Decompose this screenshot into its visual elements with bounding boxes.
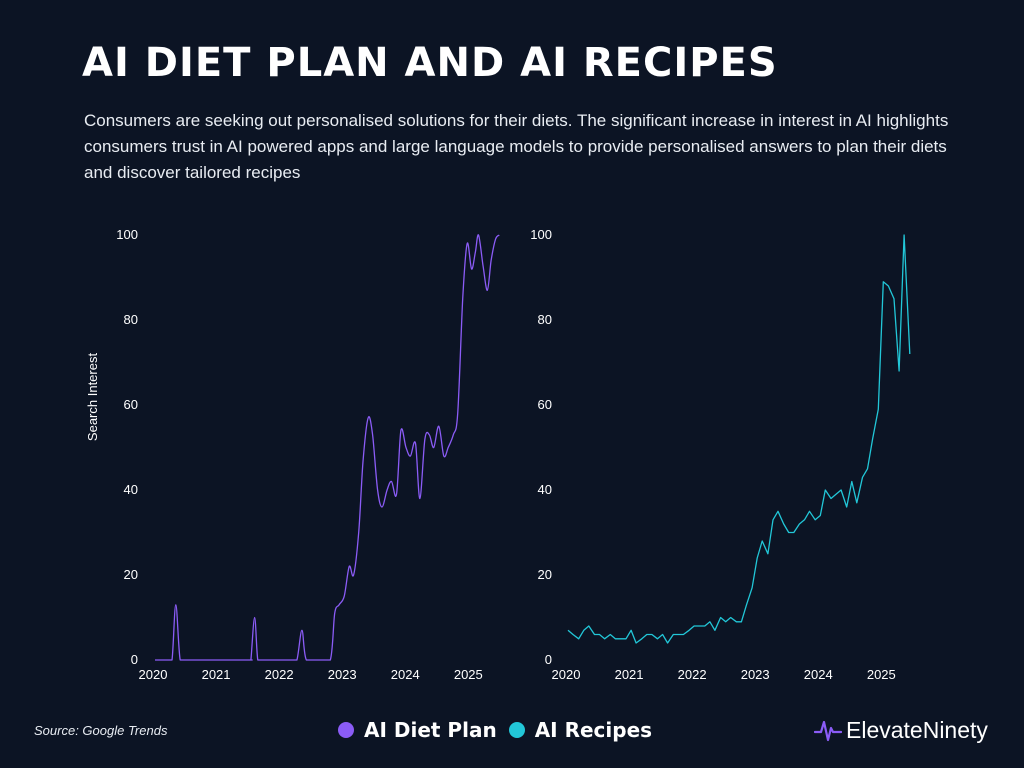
legend-item-ai-diet-plan: AI Diet Plan <box>338 718 497 742</box>
legend-item-ai-recipes: AI Recipes <box>508 718 653 742</box>
page-subtitle: Consumers are seeking out personalised s… <box>84 111 949 182</box>
x-tick-label: 2025 <box>867 667 896 682</box>
x-tick-label: 2022 <box>678 667 707 682</box>
y-tick-label: 60 <box>124 397 138 412</box>
chart-ai-diet-plan: 0 20 40 60 80 100 2020 2021 2022 2023 2024 2025 <box>116 227 500 682</box>
y-tick-label: 0 <box>545 652 552 667</box>
y-tick-label: 20 <box>124 567 138 582</box>
y-tick-label: 60 <box>538 397 552 412</box>
x-tick-label: 2022 <box>265 667 294 682</box>
y-tick-label: 40 <box>538 482 552 497</box>
series-line-ai-diet-plan <box>155 234 500 661</box>
y-tick-label: 80 <box>538 312 552 327</box>
x-tick-label: 2020 <box>139 667 168 682</box>
page-title: AI DIET PLAN AND AI RECIPES <box>82 40 778 86</box>
y-axis-title: Search Interest <box>85 353 100 442</box>
legend-marker-ai-diet-plan <box>338 722 354 738</box>
legend-label-ai-recipes: AI Recipes <box>534 718 653 742</box>
x-tick-label: 2021 <box>202 667 231 682</box>
y-tick-label: 0 <box>131 652 138 667</box>
y-tick-label: 100 <box>116 227 138 242</box>
x-tick-label: 2020 <box>552 667 581 682</box>
x-tick-label: 2023 <box>328 667 357 682</box>
x-tick-label: 2023 <box>741 667 770 682</box>
y-tick-label: 40 <box>124 482 138 497</box>
y-tick-label: 80 <box>124 312 138 327</box>
y-tick-label: 100 <box>530 227 552 242</box>
brand-logo: ElevateNinety <box>814 717 988 744</box>
chart-ai-recipes: 0 20 40 60 80 100 2020 2021 2022 2023 2024 2025 <box>530 227 911 682</box>
legend-label-ai-diet-plan: AI Diet Plan <box>364 718 497 742</box>
x-tick-label: 2025 <box>454 667 483 682</box>
y-tick-label: 20 <box>538 567 552 582</box>
source-note: Source: Google Trends <box>34 723 168 738</box>
legend: AI Diet Plan AI Recipes <box>338 718 652 742</box>
series-line-ai-recipes <box>567 234 911 644</box>
x-tick-label: 2024 <box>804 667 833 682</box>
pulse-wave-icon <box>814 720 842 741</box>
legend-marker-ai-recipes <box>508 722 525 738</box>
brand-name: ElevateNinety <box>846 717 988 743</box>
x-tick-label: 2024 <box>391 667 420 682</box>
x-tick-label: 2021 <box>615 667 644 682</box>
